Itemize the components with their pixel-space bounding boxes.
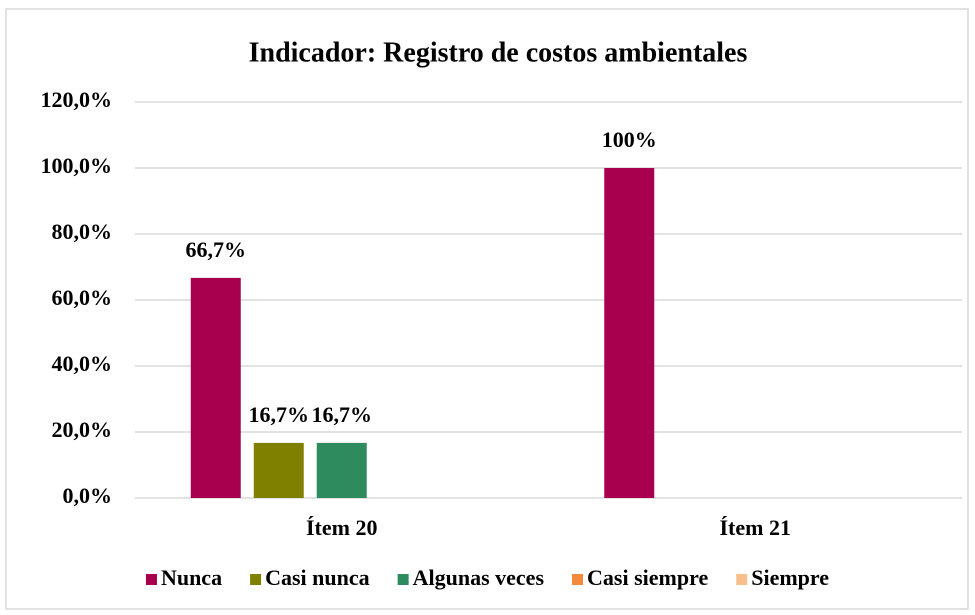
bar	[253, 442, 304, 498]
legend-swatch	[397, 574, 409, 585]
bar	[604, 168, 655, 498]
bar	[316, 442, 367, 498]
y-tick-label: 100,0%	[41, 153, 113, 178]
legend-swatch	[250, 574, 262, 585]
legend-label: Algunas veces	[413, 565, 545, 590]
legend-swatch	[736, 574, 748, 585]
bar	[190, 277, 241, 498]
x-tick-label: Ítem 20	[306, 515, 377, 540]
chart-title: Indicador: Registro de costos ambientale…	[249, 37, 748, 68]
legend-label: Nunca	[161, 565, 222, 590]
chart-border	[5, 8, 969, 610]
legend-label: Casi nunca	[265, 565, 370, 590]
x-tick-label: Ítem 21	[720, 515, 791, 540]
legend-label: Casi siempre	[587, 565, 708, 590]
y-tick-label: 20,0%	[52, 417, 113, 442]
y-tick-label: 60,0%	[52, 285, 113, 310]
y-tick-label: 40,0%	[52, 351, 113, 376]
legend-swatch	[572, 574, 584, 585]
y-tick-label: 80,0%	[52, 219, 113, 244]
y-tick-label: 120,0%	[41, 87, 113, 112]
y-tick-label: 0,0%	[63, 483, 113, 508]
legend-label: Siempre	[751, 565, 829, 590]
data-label: 100%	[602, 127, 657, 152]
data-label: 16,7%	[312, 402, 373, 427]
data-label: 66,7%	[186, 237, 247, 262]
legend-swatch	[145, 574, 157, 585]
data-label: 16,7%	[249, 402, 310, 427]
